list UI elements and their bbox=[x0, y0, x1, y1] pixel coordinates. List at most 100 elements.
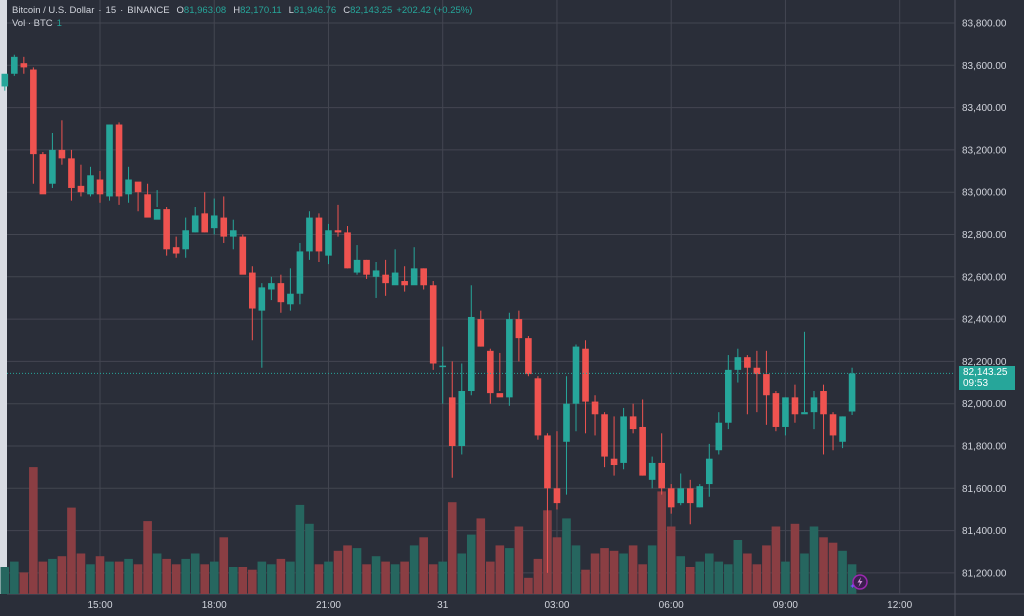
candle-down bbox=[239, 236, 247, 275]
volume-bar bbox=[695, 561, 705, 594]
candle-down bbox=[68, 158, 75, 188]
legend-volume-value: 1 bbox=[56, 18, 62, 29]
time-axis-label: 03:00 bbox=[544, 600, 569, 611]
volume-bar bbox=[381, 561, 390, 594]
candle-up bbox=[191, 215, 199, 233]
candle-down bbox=[134, 181, 142, 193]
candle-down bbox=[496, 393, 504, 398]
volume-bar bbox=[362, 564, 371, 594]
legend-interval: 15 bbox=[105, 5, 117, 16]
chart-legend: Bitcoin / U.S. Dollar · 15 · BINANCE O81… bbox=[12, 4, 472, 30]
legend-volume-label[interactable]: Vol · BTC bbox=[12, 18, 53, 29]
volume-bar bbox=[333, 550, 343, 594]
volume-bar bbox=[248, 569, 257, 594]
legend-high: 82,170.11 bbox=[240, 5, 282, 16]
candle-up bbox=[467, 316, 475, 392]
volume-bar bbox=[771, 526, 781, 594]
candle-up bbox=[353, 259, 361, 273]
candle-up bbox=[715, 422, 723, 451]
volume-bar bbox=[600, 548, 609, 594]
legend-ohlc-row: Bitcoin / U.S. Dollar · 15 · BINANCE O81… bbox=[12, 5, 473, 16]
volume-bar bbox=[352, 548, 362, 594]
price-axis-label: 83,200.00 bbox=[962, 145, 1007, 156]
candle-up bbox=[182, 230, 189, 250]
legend-open: 81,963.08 bbox=[183, 5, 227, 16]
candle-down bbox=[658, 462, 665, 489]
volume-bar bbox=[219, 537, 229, 594]
candle-up bbox=[810, 397, 818, 413]
candle-down bbox=[144, 194, 151, 218]
candle-up bbox=[11, 56, 18, 74]
candle-up bbox=[677, 488, 685, 504]
volume-bar bbox=[0, 567, 10, 594]
bar-countdown: 09:53 bbox=[963, 378, 989, 390]
volume-bar bbox=[276, 558, 286, 594]
volume-bar bbox=[267, 564, 276, 594]
candle-up bbox=[696, 486, 704, 508]
time-axis-label: 06:00 bbox=[659, 600, 684, 611]
volume-bar bbox=[495, 545, 505, 594]
volume-bar bbox=[733, 540, 743, 594]
legend-change: +202.42 (+0.25%) bbox=[396, 5, 473, 16]
candle-up bbox=[410, 268, 418, 286]
candle-up bbox=[1, 73, 9, 87]
volume-bar bbox=[647, 545, 657, 594]
volume-bar bbox=[114, 561, 124, 594]
candle-down bbox=[763, 374, 770, 396]
candle-up bbox=[839, 416, 846, 442]
candle-up bbox=[782, 397, 789, 427]
candle-down bbox=[163, 209, 170, 250]
volume-bar bbox=[86, 564, 95, 594]
volume-bar bbox=[628, 545, 638, 594]
candle-up bbox=[296, 251, 304, 294]
legend-close: 82,143.25 bbox=[350, 5, 393, 16]
volume-bar bbox=[828, 542, 838, 594]
price-axis-label: 82,800.00 bbox=[962, 230, 1007, 241]
volume-bar bbox=[257, 561, 267, 594]
candle-down bbox=[249, 272, 256, 309]
candle-down bbox=[20, 63, 28, 68]
time-axis-label: 21:00 bbox=[316, 600, 341, 611]
candle-down bbox=[553, 488, 561, 504]
volume-bar bbox=[476, 518, 486, 594]
volume-bar bbox=[685, 567, 695, 594]
candle-up bbox=[372, 270, 380, 277]
candle-down bbox=[39, 154, 47, 195]
volume-bar bbox=[95, 556, 105, 594]
candle-down bbox=[363, 259, 370, 275]
candle-down bbox=[77, 185, 85, 193]
volume-bar bbox=[105, 561, 114, 594]
candle-down bbox=[115, 124, 123, 197]
time-axis-label: 09:00 bbox=[773, 600, 798, 611]
time-axis-label: 18:00 bbox=[202, 600, 227, 611]
candle-up bbox=[648, 462, 656, 480]
volume-bar bbox=[752, 564, 762, 594]
candle-up bbox=[725, 369, 732, 423]
candle-down bbox=[591, 401, 599, 415]
candle-down bbox=[601, 414, 608, 457]
volume-bar bbox=[324, 561, 333, 594]
volume-bar bbox=[704, 553, 714, 594]
candle-up bbox=[620, 416, 627, 463]
volume-bar bbox=[67, 507, 76, 594]
volume-bar bbox=[228, 567, 238, 594]
volume-bar bbox=[390, 564, 400, 594]
candle-up bbox=[268, 283, 275, 290]
volume-bar bbox=[238, 567, 248, 594]
volume-bar bbox=[514, 526, 524, 594]
candle-up bbox=[125, 179, 132, 195]
volume-bar bbox=[847, 564, 857, 594]
legend-symbol[interactable]: Bitcoin / U.S. Dollar bbox=[12, 5, 95, 16]
candle-down bbox=[791, 397, 799, 415]
candle-down bbox=[58, 149, 66, 159]
volume-bar bbox=[724, 564, 733, 594]
price-axis-label: 82,400.00 bbox=[962, 315, 1007, 326]
volume-bar bbox=[419, 537, 428, 594]
volume-bar bbox=[305, 523, 314, 594]
lightning-badge-icon[interactable] bbox=[850, 573, 868, 591]
candle-down bbox=[544, 435, 551, 489]
volume-bar bbox=[790, 523, 800, 594]
candle-down bbox=[220, 217, 228, 237]
left-edge-strip bbox=[0, 0, 7, 594]
